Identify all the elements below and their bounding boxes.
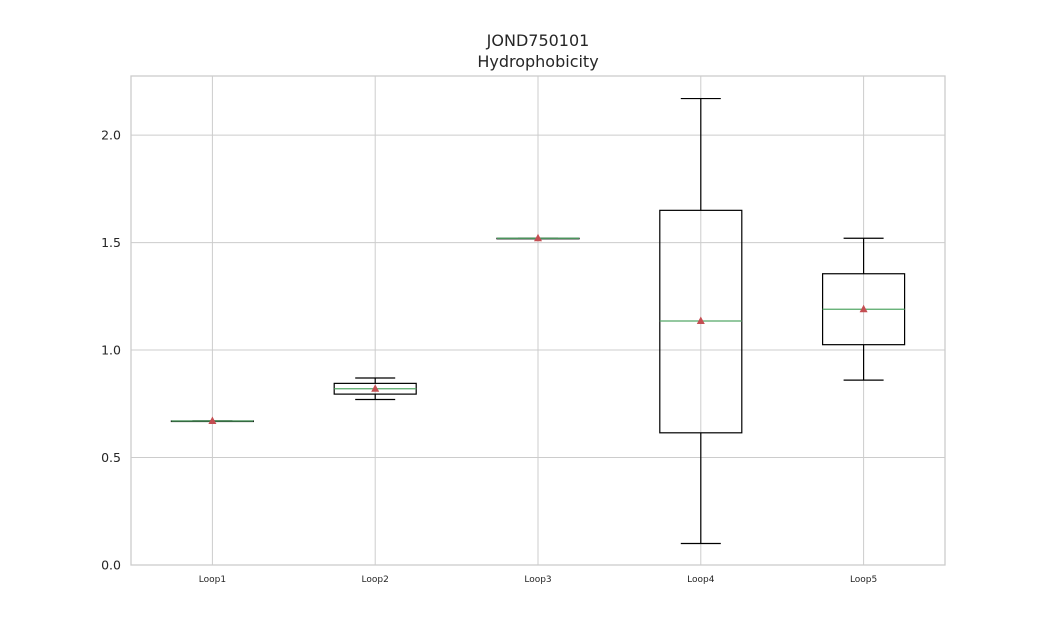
x-tick-label: Loop1 — [199, 575, 226, 585]
x-tick-label: Loop5 — [850, 575, 877, 585]
mean-marker — [371, 384, 380, 392]
axes-frame — [130, 75, 946, 566]
mean-marker — [696, 316, 705, 325]
x-tick-label: Loop3 — [524, 575, 551, 585]
mean-marker — [859, 304, 868, 313]
x-tick-label: Loop4 — [687, 575, 715, 585]
y-tick-label: 1.5 — [101, 235, 121, 250]
y-tick-label: 0.0 — [101, 558, 121, 573]
x-tick-label: Loop2 — [362, 575, 389, 585]
mean-marker — [534, 233, 542, 242]
chart-subtitle: Hydrophobicity — [477, 52, 599, 71]
mean-marker — [208, 416, 217, 424]
y-tick-label: 2.0 — [101, 128, 121, 143]
y-tick-label: 1.0 — [101, 343, 121, 358]
y-tick-label: 0.5 — [101, 450, 121, 465]
chart-title: JOND750101 — [486, 31, 590, 50]
